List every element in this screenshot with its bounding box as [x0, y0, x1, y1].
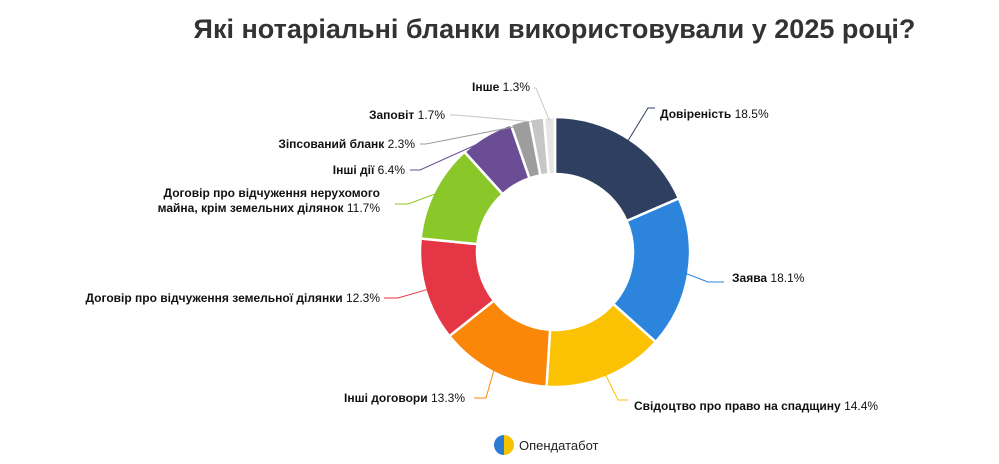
slice-label: Інші дії 6.4% [333, 163, 406, 177]
slice-label-value: 2.3% [384, 137, 415, 151]
leader-line [395, 192, 439, 205]
slice-label-name: Довіреність [660, 107, 731, 121]
donut-slices [418, 115, 692, 389]
leader-lines [384, 87, 724, 401]
slice-label: Договір про відчуження земельної ділянки… [85, 291, 380, 305]
slice-label-name: Договір про відчуження земельної ділянки [85, 291, 342, 305]
leader-line [450, 114, 538, 123]
leader-line [604, 372, 628, 401]
slice-label: Заповіт 1.7% [369, 108, 445, 122]
brand-logo-icon [494, 435, 514, 455]
slice-label-value: 14.4% [841, 399, 879, 413]
leader-line [410, 138, 489, 171]
slice-label-name: Заповіт [369, 108, 414, 122]
leader-line [384, 288, 430, 299]
leader-line [474, 368, 495, 399]
slice-label: Заява 18.1% [732, 271, 805, 285]
brand-name: Опендатабот [519, 437, 599, 453]
slice-label-name: Договір про відчуження нерухомого [164, 186, 380, 200]
slice-label-name: Свідоцтво про право на спадщину [634, 399, 841, 413]
slice-label-value: 12.3% [343, 291, 381, 305]
slice-label-value: 1.3% [499, 80, 530, 94]
slice-label-name: Інші договори [344, 391, 428, 405]
chart-title: Які нотаріальні бланки використовували у… [193, 14, 916, 44]
slice-label-value: 18.5% [731, 107, 769, 121]
slice-label-name: Заява [732, 271, 767, 285]
slice-label: Договір про відчуження нерухомого майна, … [158, 186, 381, 215]
slice-label-value: 11.7% [344, 201, 381, 215]
slice-label: Зіпсований бланк 2.3% [278, 137, 415, 151]
slice-label-name: Інші дії [333, 163, 375, 177]
slice-label-name: майна, крім земельних ділянок [158, 201, 345, 215]
leader-line [684, 272, 724, 283]
slice-label: Інше 1.3% [472, 80, 530, 94]
slice-label: Свідоцтво про право на спадщину 14.4% [634, 399, 878, 413]
slice-labels: Довіреність 18.5% Заява 18.1% Свідоцтво пр… [85, 80, 878, 413]
brand-footer: Опендатабот [494, 435, 598, 455]
slice-label-value: 1.7% [414, 108, 445, 122]
slice-label-name: Зіпсований бланк [278, 137, 385, 151]
slice-label-name: Інше [472, 80, 500, 94]
slice-label: Інші договори 13.3% [344, 391, 465, 405]
leader-line [626, 107, 655, 143]
leader-line [534, 87, 551, 122]
slice-label-value: 13.3% [428, 391, 466, 405]
slice-label: Довіреність 18.5% [660, 107, 769, 121]
slice-label-value: 18.1% [767, 271, 805, 285]
slice-label-value: 6.4% [374, 163, 405, 177]
leader-line [420, 124, 522, 145]
